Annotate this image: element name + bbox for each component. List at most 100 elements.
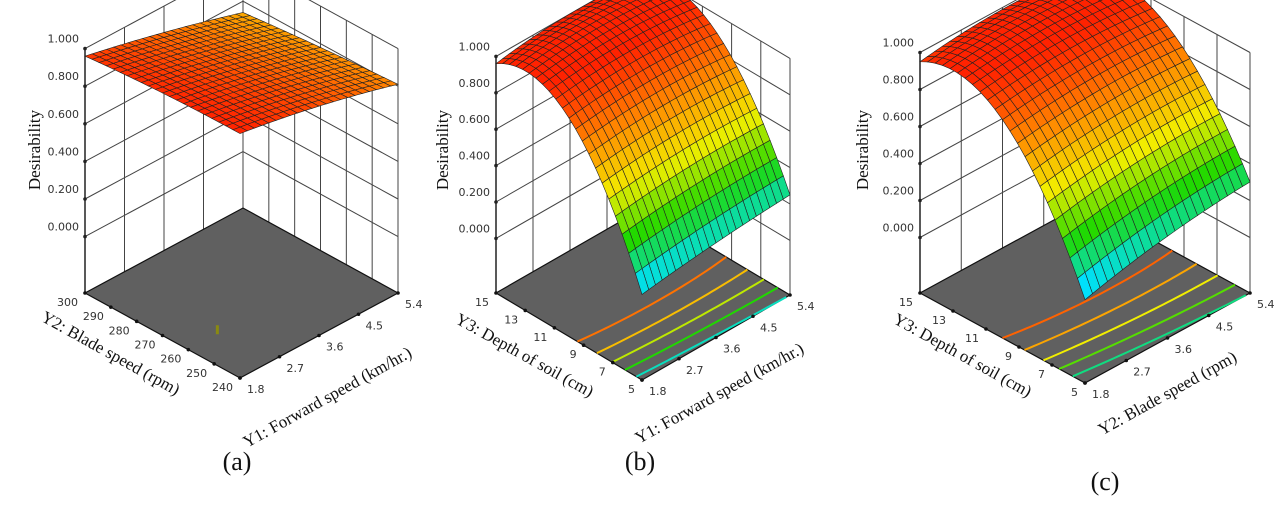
z-tick-label: 0.600 [48, 108, 80, 121]
z-tick-mark [83, 159, 87, 164]
surface-plot-b: 0.000 0.200 0.400 0.600 0.800 1.000 1.8 2.7 3.6 4… [433, 0, 815, 476]
y-tick-label: 260 [160, 353, 181, 366]
x-tick-mark [751, 314, 755, 319]
y-tick-mark [552, 326, 557, 330]
z-tick-mark [494, 54, 498, 59]
y-tick-mark [186, 347, 191, 352]
x-tick-label: 4.5 [760, 321, 778, 334]
z-tick-label: 0.200 [883, 185, 915, 198]
design-point-marker [215, 325, 219, 335]
z-tick-label: 0.600 [883, 111, 915, 124]
y-tick-mark [523, 308, 527, 313]
z-tick-label: 0.000 [48, 221, 80, 234]
panel-caption: (c) [1091, 467, 1120, 496]
x-tick-label: 4.5 [366, 319, 384, 332]
z-tick-mark [83, 197, 87, 201]
z-tick-label: 0.000 [883, 222, 915, 235]
contour-line [611, 278, 765, 364]
contour-line [1043, 274, 1219, 362]
z-tick-mark [918, 235, 922, 240]
y-tick-label: 15 [475, 296, 489, 309]
x-tick-mark [396, 291, 400, 295]
x-tick-label: 3.6 [723, 343, 741, 356]
x-tick-label: 1.8 [1092, 388, 1110, 401]
x-tick-label: 5.4 [405, 298, 423, 311]
z-tick-mark [918, 50, 922, 55]
y-tick-label: 250 [186, 367, 207, 380]
response-surface [84, 12, 399, 134]
x-tick-label: 2.7 [1133, 366, 1151, 379]
y-tick-mark [238, 376, 242, 380]
contour-line [1072, 294, 1247, 378]
contour-line [1024, 263, 1198, 351]
y-tick-label: 13 [504, 313, 518, 326]
z-tick-label: 0.800 [883, 74, 915, 87]
z-tick-mark [494, 127, 498, 131]
x-tick-mark [277, 354, 282, 359]
y-tick-label: 13 [932, 314, 946, 327]
surface-cell [1057, 0, 1068, 3]
response-surface [919, 0, 1251, 301]
z-tick-mark [918, 87, 922, 92]
y-tick-mark [1083, 381, 1087, 385]
y-tick-label: 240 [212, 381, 233, 394]
surface-cell [635, 268, 650, 295]
response-surface [495, 0, 791, 295]
y-tick-label: 9 [1005, 350, 1012, 363]
y-tick-mark [918, 291, 922, 295]
x-tick-mark [1206, 313, 1211, 318]
x-tick-label: 1.8 [247, 383, 265, 396]
x-tick-mark [788, 293, 792, 297]
z-tick-label: 0.800 [48, 70, 80, 83]
wall-gridline [84, 0, 177, 50]
contour-line [1058, 283, 1236, 370]
x-tick-mark [1248, 291, 1252, 295]
y-tick-mark [494, 291, 498, 295]
y-tick-label: 5 [628, 383, 635, 396]
z-tick-mark [494, 163, 498, 168]
x-tick-mark [1124, 358, 1129, 363]
y-tick-label: 270 [135, 339, 156, 352]
x-tick-mark [1165, 336, 1170, 340]
wall-gridline [1152, 0, 1251, 53]
y-tick-label: 7 [1038, 368, 1045, 381]
z-axis-title: Desirability [25, 109, 44, 190]
z-tick-label: 1.000 [459, 40, 491, 53]
z-tick-mark [918, 161, 922, 166]
x-tick-label: 5.4 [1257, 298, 1275, 311]
contour-line [624, 286, 779, 371]
y-tick-label: 9 [570, 348, 577, 361]
x-tick-label: 5.4 [797, 300, 815, 313]
y-tick-mark [581, 343, 586, 348]
z-tick-mark [494, 236, 498, 241]
y-tick-mark [160, 333, 165, 338]
y-tick-label: 5 [1071, 386, 1078, 399]
surface-cell [232, 126, 248, 134]
contour-line [577, 256, 727, 343]
y-tick-label: 15 [899, 296, 913, 309]
x-tick-label: 3.6 [1175, 343, 1193, 356]
z-tick-mark [494, 91, 498, 95]
x-tick-label: 2.7 [686, 364, 704, 377]
y-tick-mark [951, 309, 955, 313]
y-tick-label: 300 [57, 296, 78, 309]
z-tick-label: 0.200 [48, 183, 80, 196]
x-tick-mark [677, 356, 681, 361]
z-tick-label: 0.400 [48, 145, 80, 158]
panel-caption: (a) [223, 447, 252, 476]
panel-caption: (b) [625, 447, 655, 476]
x-tick-label: 1.8 [649, 385, 667, 398]
z-tick-label: 0.400 [883, 148, 915, 161]
z-tick-label: 0.600 [459, 113, 491, 126]
z-tick-label: 0.200 [459, 186, 491, 199]
contour-line [635, 296, 787, 378]
x-tick-mark [356, 312, 361, 317]
z-axis-title: Desirability [433, 109, 452, 190]
y-tick-mark [134, 319, 139, 324]
surface-cell [1077, 271, 1093, 301]
z-tick-label: 1.000 [883, 37, 915, 50]
z-tick-mark [918, 124, 922, 129]
surface-plot-c: 0.000 0.200 0.400 0.600 0.800 1.000 1.8 2.7 3.6 4… [853, 0, 1275, 496]
contour-line [596, 268, 748, 355]
